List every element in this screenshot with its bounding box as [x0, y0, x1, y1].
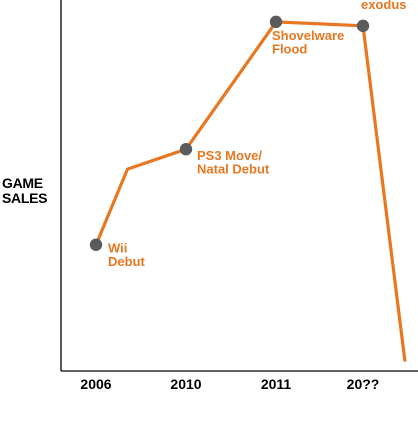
annotation-4: Casualgamerexodus [361, 0, 407, 12]
data-point-marker-3 [269, 15, 283, 29]
annotation-3-line-2: Flood [272, 41, 307, 56]
x-tick-label-4: 20?? [347, 376, 380, 392]
data-point-marker-4 [356, 19, 370, 33]
x-tick-label-3: 2011 [261, 376, 292, 392]
annotation-1-line-2: Debut [108, 254, 146, 269]
annotation-3: Shovelware Flood [272, 28, 344, 57]
x-tick-label-1: 2006 [80, 376, 111, 392]
annotation-1-line-1: Wii [108, 241, 127, 256]
annotation-2: PS3 Move/Natal Debut [197, 148, 270, 177]
annotation-2-line-1: PS3 Move/ [197, 148, 262, 163]
data-point-marker-2 [179, 143, 193, 156]
y-axis-title-line-2: SALES [2, 190, 48, 206]
annotation-2-line-2: Natal Debut [197, 162, 270, 177]
annotation-3-line-1: Shovelware [272, 28, 344, 43]
series-line-0 [94, 20, 407, 362]
data-point-marker-1 [89, 238, 103, 251]
x-tick-label-2: 2010 [170, 376, 201, 392]
y-axis-title-line-1: GAME [2, 175, 43, 191]
annotation-4-line-3: exodus [361, 0, 407, 12]
annotation-1: Wii Debut [108, 241, 146, 269]
y-axis-title: GAME SALES [2, 176, 60, 206]
